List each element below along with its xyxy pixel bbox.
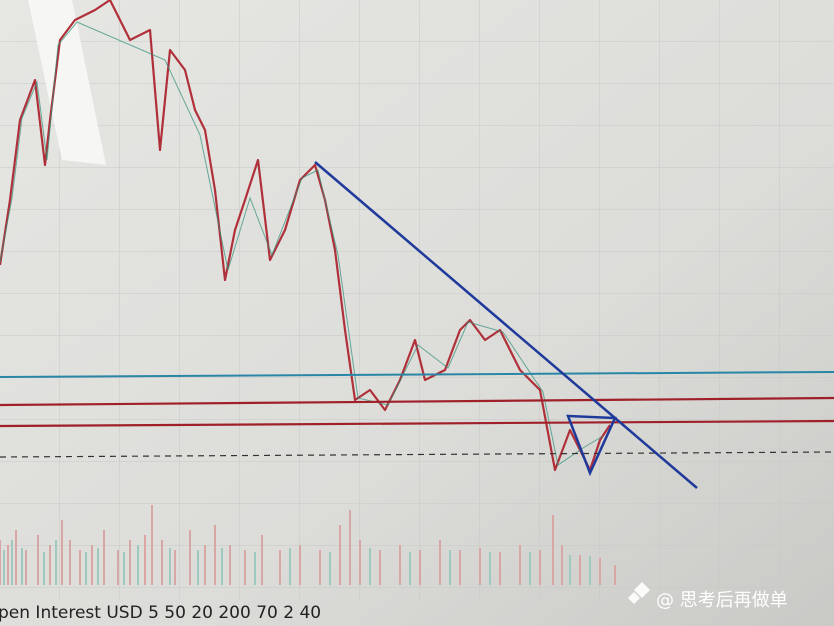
grid	[0, 0, 834, 600]
volume	[0, 505, 616, 585]
level-line	[0, 396, 834, 407]
glare	[28, 0, 106, 165]
watermark-text: @ 思考后再做单	[656, 590, 788, 611]
price-path	[0, 0, 611, 472]
price-path-green	[0, 21, 604, 466]
level-line	[0, 419, 834, 428]
watermark: @ 思考后再做单	[628, 582, 788, 611]
dashed-line	[0, 451, 834, 458]
trend-line	[314, 161, 698, 489]
level-line	[0, 371, 834, 378]
triangle-pattern	[566, 414, 617, 477]
indicator-label: pen Interest USD 5 50 20 200 70 2 40	[0, 603, 321, 623]
